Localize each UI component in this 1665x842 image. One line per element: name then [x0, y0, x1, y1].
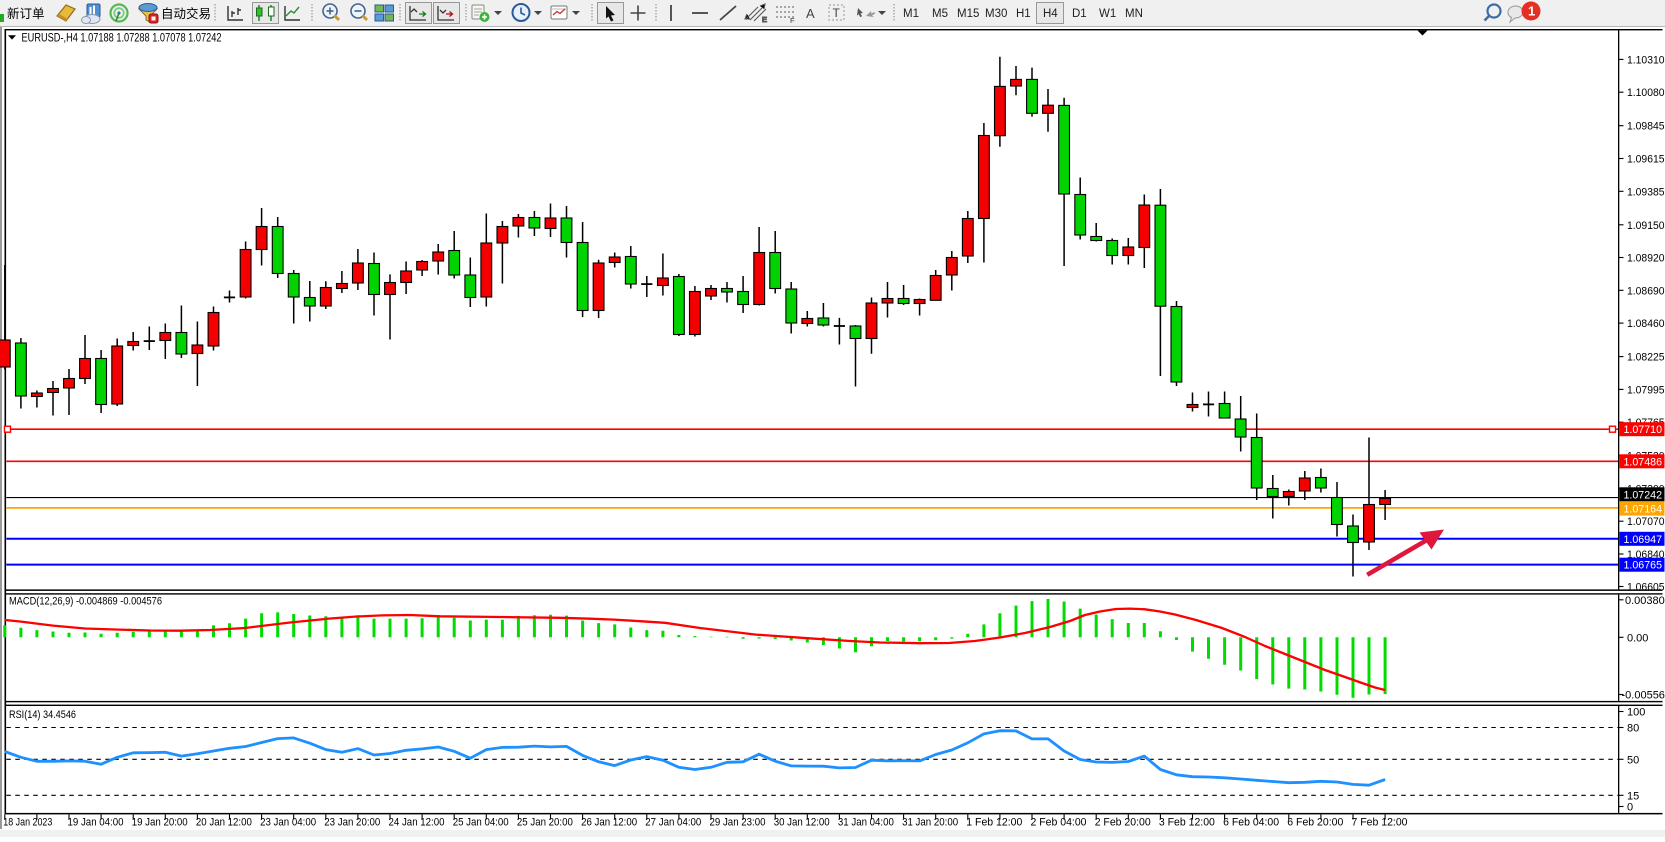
svg-text:0.00: 0.00	[1627, 632, 1648, 644]
svg-text:1.07164: 1.07164	[1624, 504, 1663, 516]
svg-text:自动交易: 自动交易	[161, 6, 211, 21]
svg-text:19 Jan 04:00: 19 Jan 04:00	[68, 817, 124, 829]
svg-text:H1: H1	[1016, 8, 1031, 20]
svg-text:0: 0	[1627, 802, 1633, 814]
svg-text:D1: D1	[1072, 8, 1087, 20]
svg-text:MN: MN	[1125, 8, 1143, 20]
svg-text:E: E	[762, 15, 767, 24]
svg-text:1.10080: 1.10080	[1627, 87, 1665, 99]
svg-text:F: F	[790, 16, 795, 25]
svg-text:A: A	[806, 6, 815, 21]
svg-text:31 Jan 04:00: 31 Jan 04:00	[838, 817, 894, 829]
svg-text:18 Jan 2023: 18 Jan 2023	[3, 817, 52, 829]
svg-text:1.08460: 1.08460	[1627, 318, 1665, 330]
svg-text:M5: M5	[932, 8, 948, 20]
svg-text:6 Feb 04:00: 6 Feb 04:00	[1223, 817, 1279, 829]
svg-text:2 Feb 20:00: 2 Feb 20:00	[1095, 817, 1151, 829]
svg-text:M15: M15	[957, 8, 979, 20]
svg-text:1.07710: 1.07710	[1624, 424, 1663, 436]
svg-text:23 Jan 04:00: 23 Jan 04:00	[260, 817, 316, 829]
svg-text:1.07070: 1.07070	[1627, 516, 1665, 528]
svg-text:1.07486: 1.07486	[1624, 456, 1663, 468]
svg-text:15: 15	[1627, 790, 1639, 802]
svg-text:1.09385: 1.09385	[1627, 186, 1665, 198]
svg-text:EURUSD-,H4 1.07188 1.07288 1.: EURUSD-,H4 1.07188 1.07288 1.07078 1.072…	[22, 33, 222, 45]
svg-text:3 Feb 12:00: 3 Feb 12:00	[1159, 817, 1215, 829]
svg-text:2 Feb 04:00: 2 Feb 04:00	[1031, 817, 1087, 829]
svg-text:1.06605: 1.06605	[1627, 582, 1665, 594]
svg-text:7 Feb 12:00: 7 Feb 12:00	[1352, 817, 1408, 829]
svg-text:1.09845: 1.09845	[1627, 121, 1665, 133]
svg-text:23 Jan 20:00: 23 Jan 20:00	[324, 817, 380, 829]
svg-text:1 Feb 12:00: 1 Feb 12:00	[966, 817, 1022, 829]
svg-text:W1: W1	[1099, 8, 1116, 20]
svg-text:1.10310: 1.10310	[1627, 54, 1665, 66]
svg-text:1.06765: 1.06765	[1624, 560, 1663, 572]
svg-text:1: 1	[1528, 4, 1535, 19]
svg-text:1.07995: 1.07995	[1627, 384, 1665, 396]
svg-text:T: T	[833, 6, 841, 20]
svg-text:0.003805: 0.003805	[1625, 595, 1665, 607]
svg-text:6 Feb 20:00: 6 Feb 20:00	[1287, 817, 1343, 829]
svg-text:H4: H4	[1043, 8, 1058, 20]
svg-text:MACD(12,26,9) -0.004869 -0.004: MACD(12,26,9) -0.004869 -0.004576	[9, 596, 162, 608]
svg-text:19 Jan 20:00: 19 Jan 20:00	[132, 817, 188, 829]
svg-text:1.09615: 1.09615	[1627, 154, 1665, 166]
svg-text:1.08690: 1.08690	[1627, 285, 1665, 297]
svg-text:M1: M1	[903, 8, 919, 20]
svg-text:30 Jan 12:00: 30 Jan 12:00	[774, 817, 830, 829]
svg-text:-0.005569: -0.005569	[1622, 690, 1665, 702]
svg-text:新订单: 新订单	[7, 6, 45, 21]
svg-text:50: 50	[1627, 754, 1639, 766]
svg-text:29 Jan 23:00: 29 Jan 23:00	[710, 817, 766, 829]
svg-text:1.08920: 1.08920	[1627, 253, 1665, 265]
svg-text:31 Jan 20:00: 31 Jan 20:00	[902, 817, 958, 829]
svg-text:24 Jan 12:00: 24 Jan 12:00	[389, 817, 445, 829]
svg-text:20 Jan 12:00: 20 Jan 12:00	[196, 817, 252, 829]
svg-text:26 Jan 12:00: 26 Jan 12:00	[581, 817, 637, 829]
svg-text:25 Jan 04:00: 25 Jan 04:00	[453, 817, 509, 829]
svg-text:25 Jan 20:00: 25 Jan 20:00	[517, 817, 573, 829]
svg-text:1.06947: 1.06947	[1624, 534, 1663, 546]
svg-text:1.07242: 1.07242	[1624, 489, 1663, 501]
svg-text:100: 100	[1627, 707, 1645, 719]
svg-text:M30: M30	[985, 8, 1007, 20]
svg-text:RSI(14) 34.4546: RSI(14) 34.4546	[9, 709, 76, 721]
svg-text:1.08225: 1.08225	[1627, 352, 1665, 364]
svg-text:80: 80	[1627, 723, 1639, 735]
svg-text:27 Jan 04:00: 27 Jan 04:00	[645, 817, 701, 829]
svg-text:1.09150: 1.09150	[1627, 220, 1665, 232]
